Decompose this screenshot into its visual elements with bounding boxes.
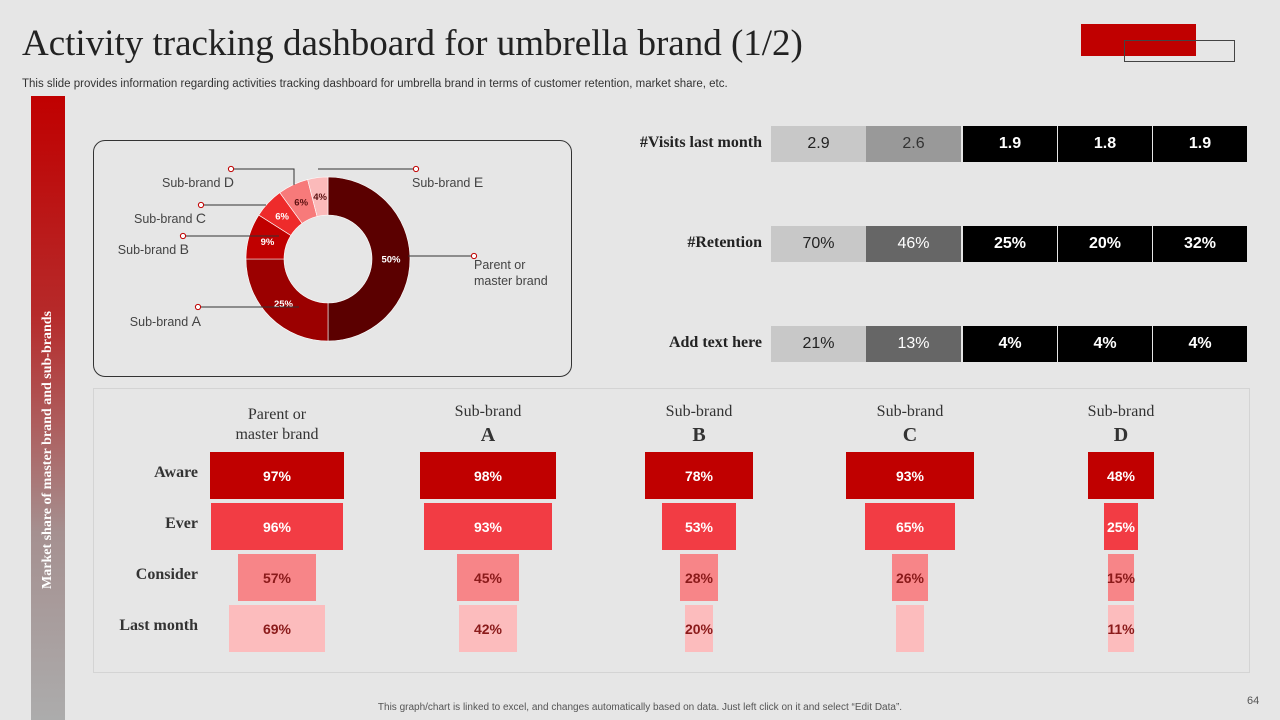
- funnel-stage-label: Last month: [119, 617, 198, 634]
- donut-value-label-e: 4%: [313, 192, 327, 203]
- metric-cell: 1.9: [1152, 126, 1247, 162]
- funnel-bar: 93%: [845, 452, 975, 499]
- page-title: Activity tracking dashboard for umbrella…: [22, 23, 803, 64]
- funnel-column-header-c: Sub-brand C: [876, 403, 944, 446]
- funnel-bar: 65%: [865, 503, 955, 550]
- footnote: This graph/chart is linked to excel, and…: [377, 702, 903, 713]
- donut-legend-label-c: Sub-brand C: [134, 210, 206, 226]
- funnel-stage-label: Aware: [154, 464, 198, 481]
- donut-slice-e: [307, 176, 329, 217]
- funnel-bar: 28%: [679, 554, 719, 601]
- metric-cell: 46%: [866, 226, 961, 262]
- metric-cell: 25%: [962, 226, 1057, 262]
- donut-legend-label-d: Sub-brand D: [162, 174, 234, 190]
- funnel-bar: 98%: [420, 452, 556, 499]
- metric-cell: 2.9: [771, 126, 866, 162]
- funnel-bar: 25%: [1103, 503, 1139, 550]
- metric-row-label: #Retention: [687, 234, 762, 251]
- donut-leader-dot-e: [412, 165, 420, 173]
- metric-cell: 20%: [1057, 226, 1152, 262]
- donut-leader-dot-d: [227, 165, 235, 173]
- donut-legend-label-e: Sub-brand E: [412, 174, 483, 190]
- funnel-column-header-a: Sub-brand A: [454, 403, 522, 446]
- funnel-chart-panel: [93, 388, 1250, 673]
- metric-row-label: Add text here: [668, 334, 762, 351]
- donut-chart: 50% Parent or master brand 25% Sub-brand A 9%…: [118, 165, 548, 342]
- metric-cell: 21%: [771, 326, 866, 362]
- donut-value-label-d: 6%: [294, 197, 308, 208]
- funnel-bar: 57%: [237, 554, 317, 601]
- donut-chart-panel: 50% Parent or master brand 25% Sub-brand A 9%…: [93, 140, 572, 377]
- donut-leader-dot-parent: [470, 252, 478, 260]
- funnel-bar: 97%: [210, 452, 344, 499]
- funnel-bar: 48%: [1087, 452, 1155, 499]
- funnel-bar: 53%: [662, 503, 736, 550]
- funnel-column-header-parent: Parent or master brand: [235, 406, 319, 443]
- funnel-bar: 11%: [1107, 605, 1135, 652]
- metric-cell: 1.8: [1057, 126, 1152, 162]
- donut-leader-dot-b: [179, 232, 187, 240]
- metric-cell: 2.6: [866, 126, 961, 162]
- funnel-stage-label: Ever: [165, 515, 198, 532]
- donut-slice-parent: [327, 176, 411, 342]
- metric-cell: 70%: [771, 226, 866, 262]
- metric-cell: 1.9: [962, 126, 1057, 162]
- donut-slice-a: [245, 258, 329, 342]
- funnel-bar: 20%: [685, 605, 713, 652]
- funnel-stage-label: Consider: [135, 566, 198, 583]
- funnel-bar: [895, 605, 925, 652]
- donut-leader-dot-c: [197, 201, 205, 209]
- metric-cell: 4%: [1152, 326, 1247, 362]
- donut-leader-line-d: [231, 168, 295, 185]
- donut-legend-label-a: Sub-brand A: [130, 313, 202, 329]
- metric-cell: 4%: [962, 326, 1057, 362]
- funnel-column-header-b: Sub-brand B: [665, 403, 733, 446]
- metric-cell: 32%: [1152, 226, 1247, 262]
- side-gradient-bar: [31, 96, 65, 720]
- funnel-bar: 69%: [229, 605, 325, 652]
- funnel-bar: 78%: [645, 452, 753, 499]
- funnel-column-header-d: Sub-brand D: [1087, 403, 1155, 446]
- donut-legend-label-parent: Parent or master brand: [474, 258, 548, 288]
- side-vertical-label: Market share of master brand and sub-bra…: [40, 311, 55, 589]
- donut-legend-label-b: Sub-brand B: [118, 241, 189, 257]
- funnel-bar: 93%: [423, 503, 553, 550]
- donut-value-label-parent: 50%: [381, 255, 401, 266]
- donut-leader-dot-a: [194, 303, 202, 311]
- decorative-outline-block: [1124, 40, 1235, 62]
- donut-value-label-b: 9%: [261, 237, 275, 248]
- funnel-bar: 96%: [210, 503, 344, 550]
- page-number: 64: [1247, 695, 1260, 707]
- funnel-bar: 26%: [892, 554, 928, 601]
- donut-value-label-c: 6%: [275, 211, 289, 222]
- metric-row-label: #Visits last month: [639, 134, 762, 151]
- funnel-bar: 15%: [1107, 554, 1135, 601]
- funnel-bar: 45%: [456, 554, 520, 601]
- metric-cell: 4%: [1057, 326, 1152, 362]
- page-subtitle: This slide provides information regardin…: [22, 78, 728, 90]
- funnel-bar: 42%: [459, 605, 517, 652]
- donut-value-label-a: 25%: [274, 299, 294, 310]
- metric-cell: 13%: [866, 326, 961, 362]
